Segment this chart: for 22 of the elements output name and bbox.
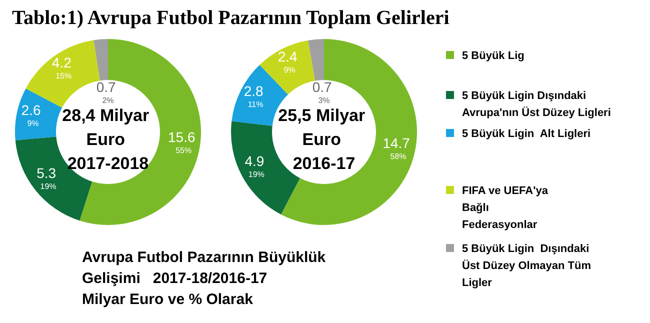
donut-slice [308, 39, 324, 81]
donut-slice [94, 39, 108, 81]
legend-label: 5 Büyük Ligin Alt Ligleri [462, 128, 591, 140]
data-label: 2.6 9% [21, 102, 45, 128]
data-label: 2.4 9% [278, 48, 302, 75]
legend-label: 5 Büyük Ligin Dışındaki Avrupa'nın Üst Düzey Ligleri [462, 90, 611, 119]
donut-slice [15, 88, 62, 140]
text: Avrupa Futbol Pazarının Büyüklük Gelişimi 2017-18/2016-17 Milyar Euro ve % Olarak [82, 249, 330, 308]
legend-label: FIFA ve UEFA'ya Bağlı Federasyonlar [462, 185, 552, 231]
text: 28,4 Milyar Euro 2017-2018 [62, 106, 154, 173]
data-label: 14.7 58% [382, 135, 414, 162]
data-label: 2.8 11% [244, 82, 268, 109]
legend-label: 5 Büyük Lig [462, 50, 524, 62]
legend-label: 5 Büyük Ligin Dışındaki Üst Düzey Olmayan Tüm Ligler [462, 243, 594, 289]
data-label: 4.2 15% [52, 54, 76, 81]
chart-title: Tablo:1) Avrupa Futbol Pazarının Toplam Gelirleri [12, 7, 450, 29]
data-label: 4.9 19% [244, 152, 268, 179]
data-label: 0.7 2% [96, 79, 120, 105]
data-label: 15.6 55% [168, 128, 200, 155]
text: 25,5 Milyar Euro 2016-17 [278, 106, 370, 173]
data-label: 0.7 3% [312, 79, 336, 105]
data-label: 5.3 19% [36, 164, 60, 191]
